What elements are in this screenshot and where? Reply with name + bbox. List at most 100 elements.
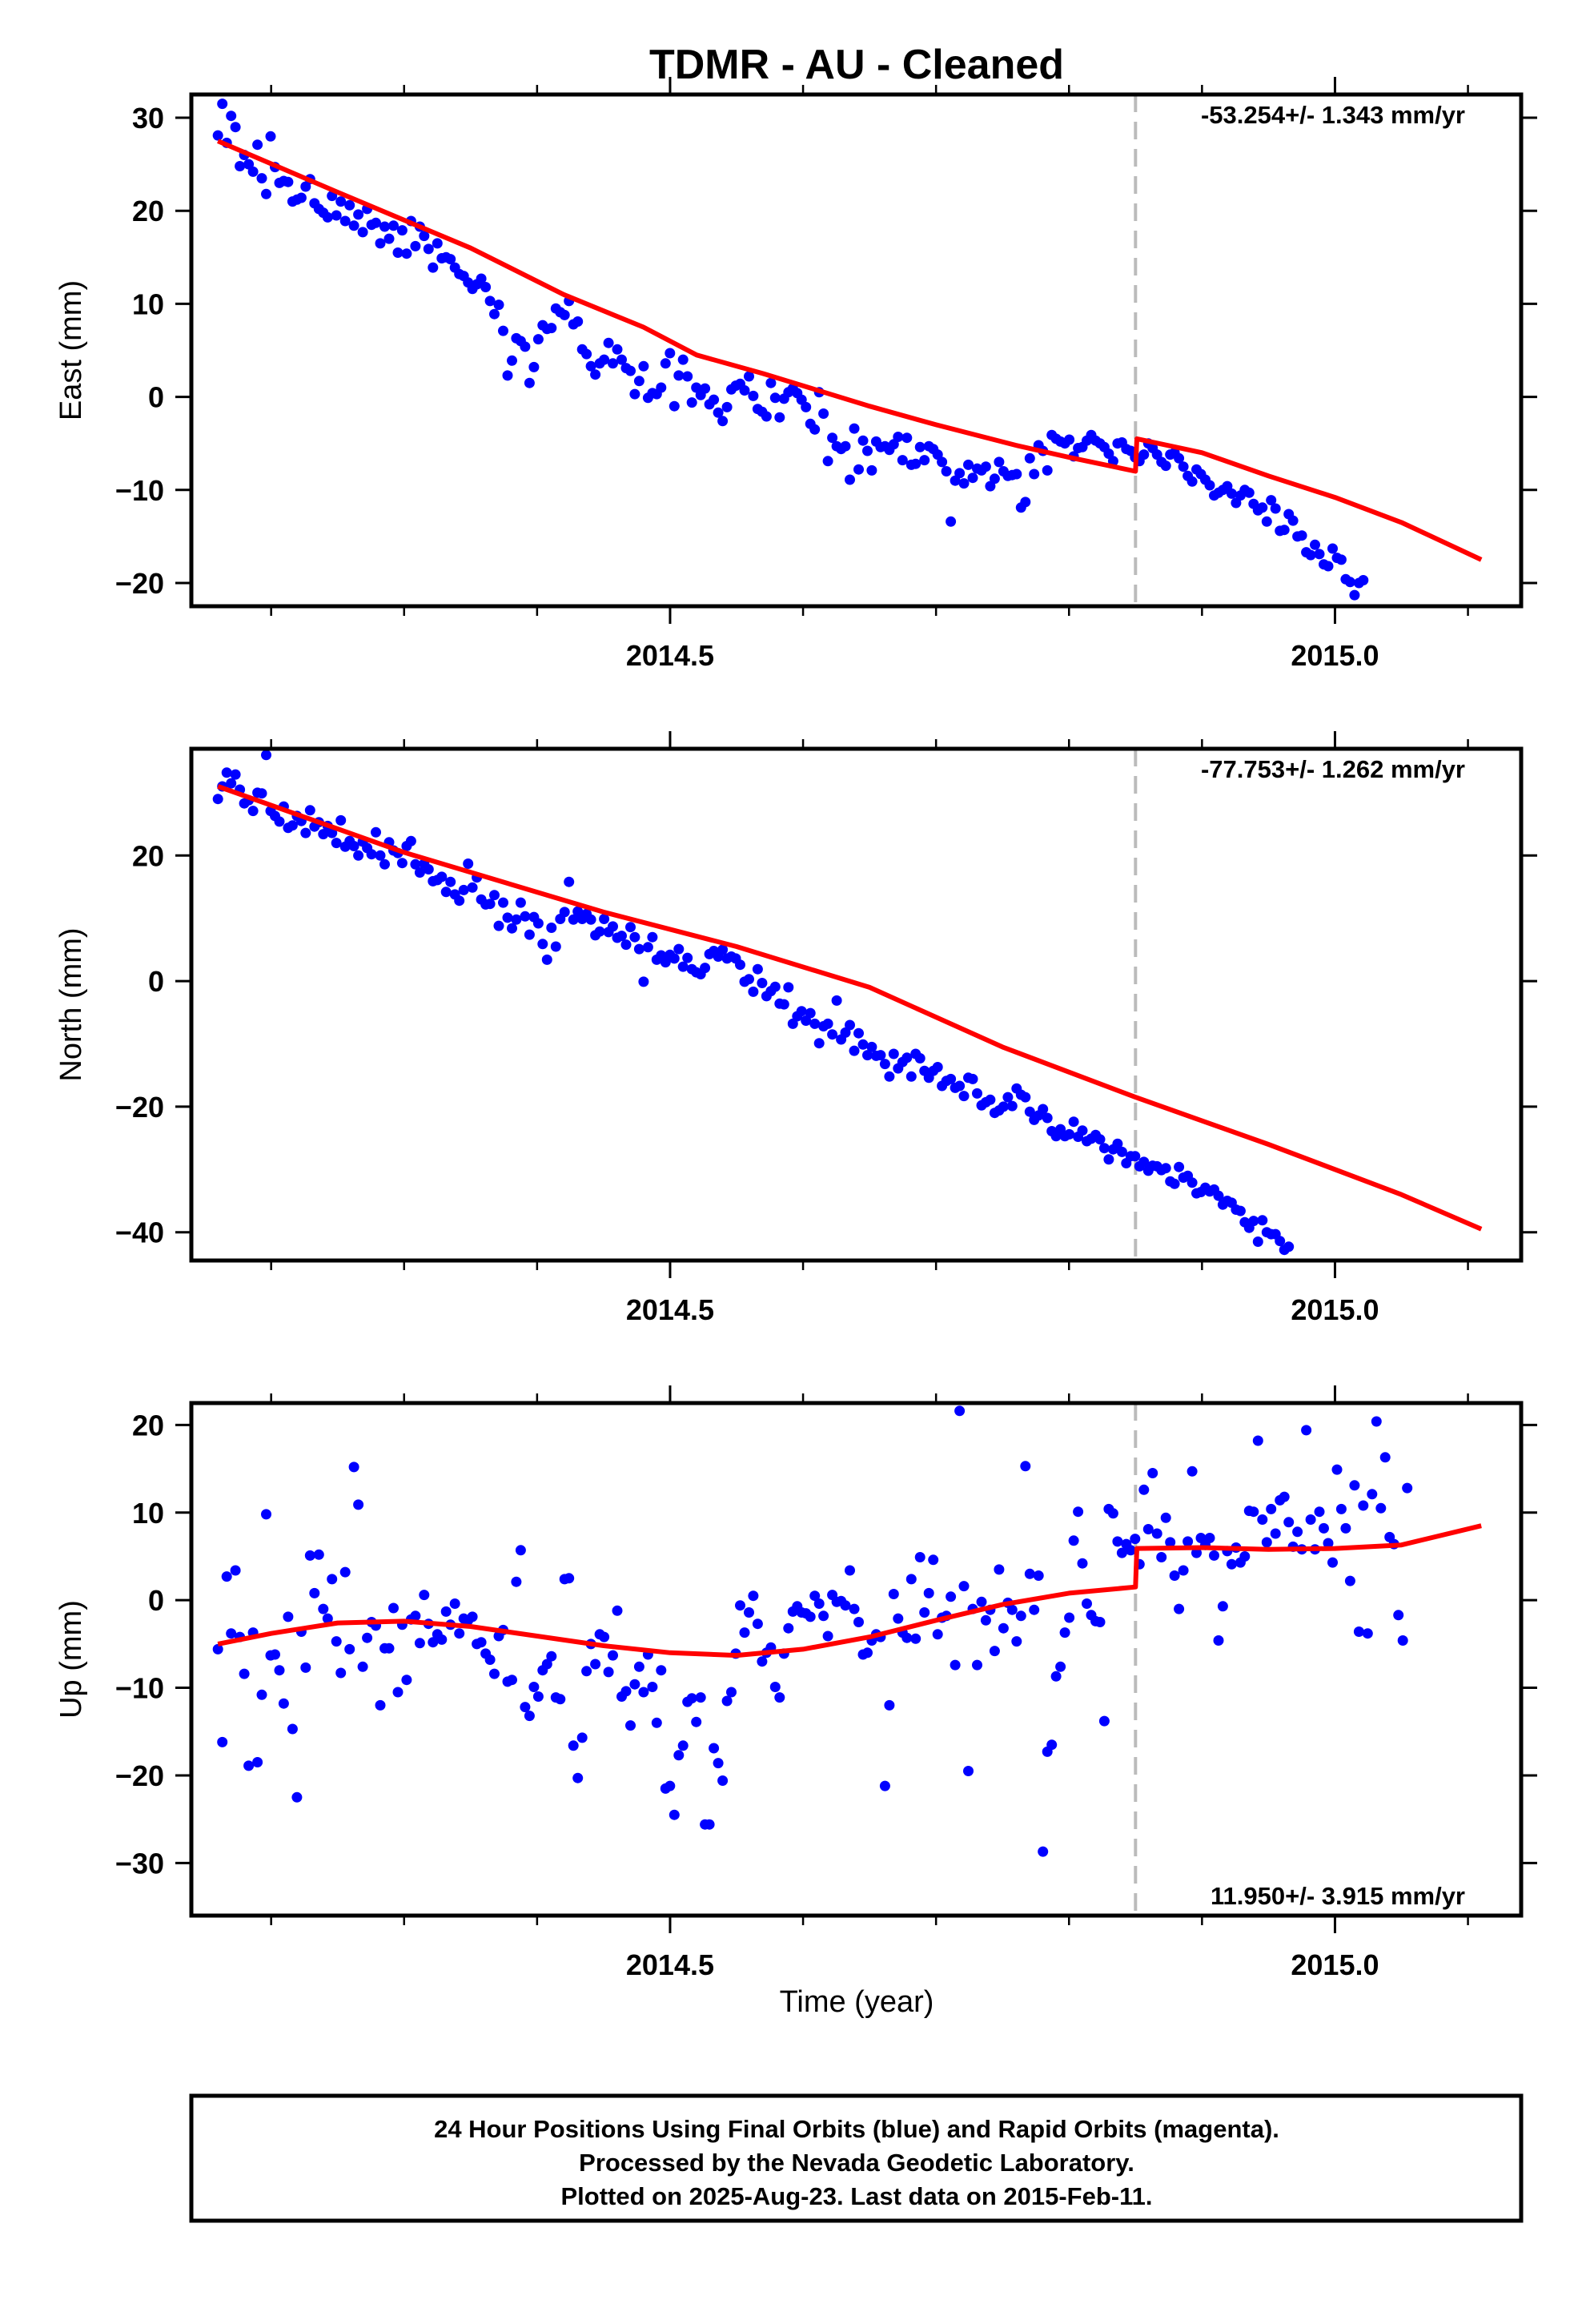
data-point bbox=[669, 953, 680, 964]
data-point bbox=[1130, 1151, 1141, 1162]
data-point bbox=[515, 897, 526, 908]
data-point bbox=[379, 858, 390, 870]
data-point bbox=[353, 209, 364, 220]
data-point bbox=[1138, 1156, 1150, 1168]
data-point bbox=[304, 1550, 315, 1561]
data-point bbox=[1217, 1601, 1228, 1612]
data-point bbox=[1305, 1514, 1316, 1525]
data-point bbox=[612, 344, 623, 355]
data-point bbox=[1160, 1163, 1171, 1174]
data-point bbox=[1283, 1517, 1295, 1528]
data-point bbox=[638, 360, 649, 372]
data-point bbox=[866, 464, 877, 476]
velocity-label: -53.254+/- 1.343 mm/yr bbox=[1201, 101, 1465, 129]
y-tick-label: −30 bbox=[115, 1847, 164, 1880]
data-point bbox=[581, 348, 592, 360]
data-point bbox=[713, 1758, 724, 1769]
velocity-label: 11.950+/- 3.915 mm/yr bbox=[1211, 1882, 1465, 1910]
data-point bbox=[761, 411, 772, 422]
data-point bbox=[937, 456, 948, 468]
data-point bbox=[322, 1613, 333, 1624]
data-point bbox=[507, 1675, 517, 1686]
data-point bbox=[787, 1018, 798, 1029]
data-point bbox=[476, 273, 487, 284]
data-point bbox=[809, 424, 821, 435]
data-point bbox=[353, 1499, 364, 1510]
data-point bbox=[682, 952, 693, 963]
data-point bbox=[559, 907, 570, 918]
data-point bbox=[463, 858, 474, 869]
data-point bbox=[783, 982, 794, 993]
x-tick-label: 2015.0 bbox=[1291, 639, 1379, 672]
data-point bbox=[564, 1573, 575, 1584]
data-point bbox=[893, 432, 904, 442]
data-point bbox=[1186, 1466, 1198, 1477]
data-point bbox=[695, 1692, 706, 1703]
x-tick-label: 2015.0 bbox=[1291, 1293, 1379, 1326]
data-point bbox=[713, 407, 724, 418]
data-point bbox=[502, 370, 513, 381]
data-point bbox=[392, 1687, 404, 1698]
data-point bbox=[572, 316, 584, 327]
data-point bbox=[651, 1717, 662, 1728]
data-point bbox=[493, 920, 504, 931]
data-point bbox=[335, 1667, 347, 1679]
data-point bbox=[980, 461, 991, 472]
data-point bbox=[489, 308, 500, 320]
x-tick-label: 2014.5 bbox=[626, 1293, 714, 1326]
data-point bbox=[608, 921, 618, 932]
data-point bbox=[230, 769, 241, 780]
data-point bbox=[1033, 1570, 1044, 1581]
data-point bbox=[436, 871, 448, 883]
data-point bbox=[1186, 1177, 1198, 1188]
data-point bbox=[796, 1006, 807, 1017]
data-point bbox=[1077, 1558, 1088, 1569]
data-point bbox=[331, 210, 342, 221]
data-point bbox=[410, 1610, 421, 1622]
data-point bbox=[585, 914, 596, 925]
data-point bbox=[1344, 577, 1355, 588]
data-point bbox=[717, 1775, 729, 1786]
data-point bbox=[419, 1590, 430, 1601]
data-point bbox=[1103, 1154, 1114, 1165]
data-point bbox=[226, 111, 237, 122]
data-point bbox=[665, 348, 676, 359]
data-point bbox=[1327, 1557, 1338, 1568]
data-point bbox=[1353, 1626, 1364, 1637]
data-point bbox=[656, 382, 667, 393]
data-point bbox=[256, 173, 267, 184]
data-point bbox=[1073, 1506, 1084, 1518]
y-tick-label: −20 bbox=[115, 1759, 164, 1792]
data-point bbox=[379, 221, 390, 232]
data-point bbox=[700, 963, 711, 974]
data-point bbox=[822, 456, 833, 467]
y-tick-label: −20 bbox=[115, 567, 164, 600]
data-point bbox=[532, 1691, 544, 1702]
data-point bbox=[980, 1614, 991, 1626]
data-point bbox=[247, 806, 259, 817]
data-point bbox=[822, 1630, 833, 1642]
data-point bbox=[932, 1062, 943, 1072]
data-point bbox=[901, 1052, 913, 1063]
data-point bbox=[1015, 1610, 1026, 1622]
data-point bbox=[1064, 1612, 1075, 1623]
data-point bbox=[291, 1791, 303, 1803]
y-tick-label: 20 bbox=[132, 839, 164, 872]
data-point bbox=[739, 385, 750, 396]
velocity-label: -77.753+/- 1.262 mm/yr bbox=[1201, 755, 1465, 783]
data-point bbox=[941, 466, 952, 476]
data-point bbox=[853, 1617, 864, 1627]
data-point bbox=[1055, 1661, 1066, 1672]
data-point bbox=[831, 995, 842, 1006]
data-point bbox=[757, 1656, 768, 1667]
data-point bbox=[287, 1723, 298, 1735]
data-point bbox=[436, 1634, 448, 1645]
data-point bbox=[440, 887, 452, 898]
data-point bbox=[1107, 1508, 1118, 1519]
data-point bbox=[432, 238, 443, 249]
data-point bbox=[1402, 1482, 1413, 1494]
data-point bbox=[989, 473, 1000, 485]
footer-line-1: 24 Hour Positions Using Final Orbits (bl… bbox=[434, 2115, 1279, 2143]
data-point bbox=[673, 943, 685, 955]
data-point bbox=[1125, 1545, 1136, 1556]
